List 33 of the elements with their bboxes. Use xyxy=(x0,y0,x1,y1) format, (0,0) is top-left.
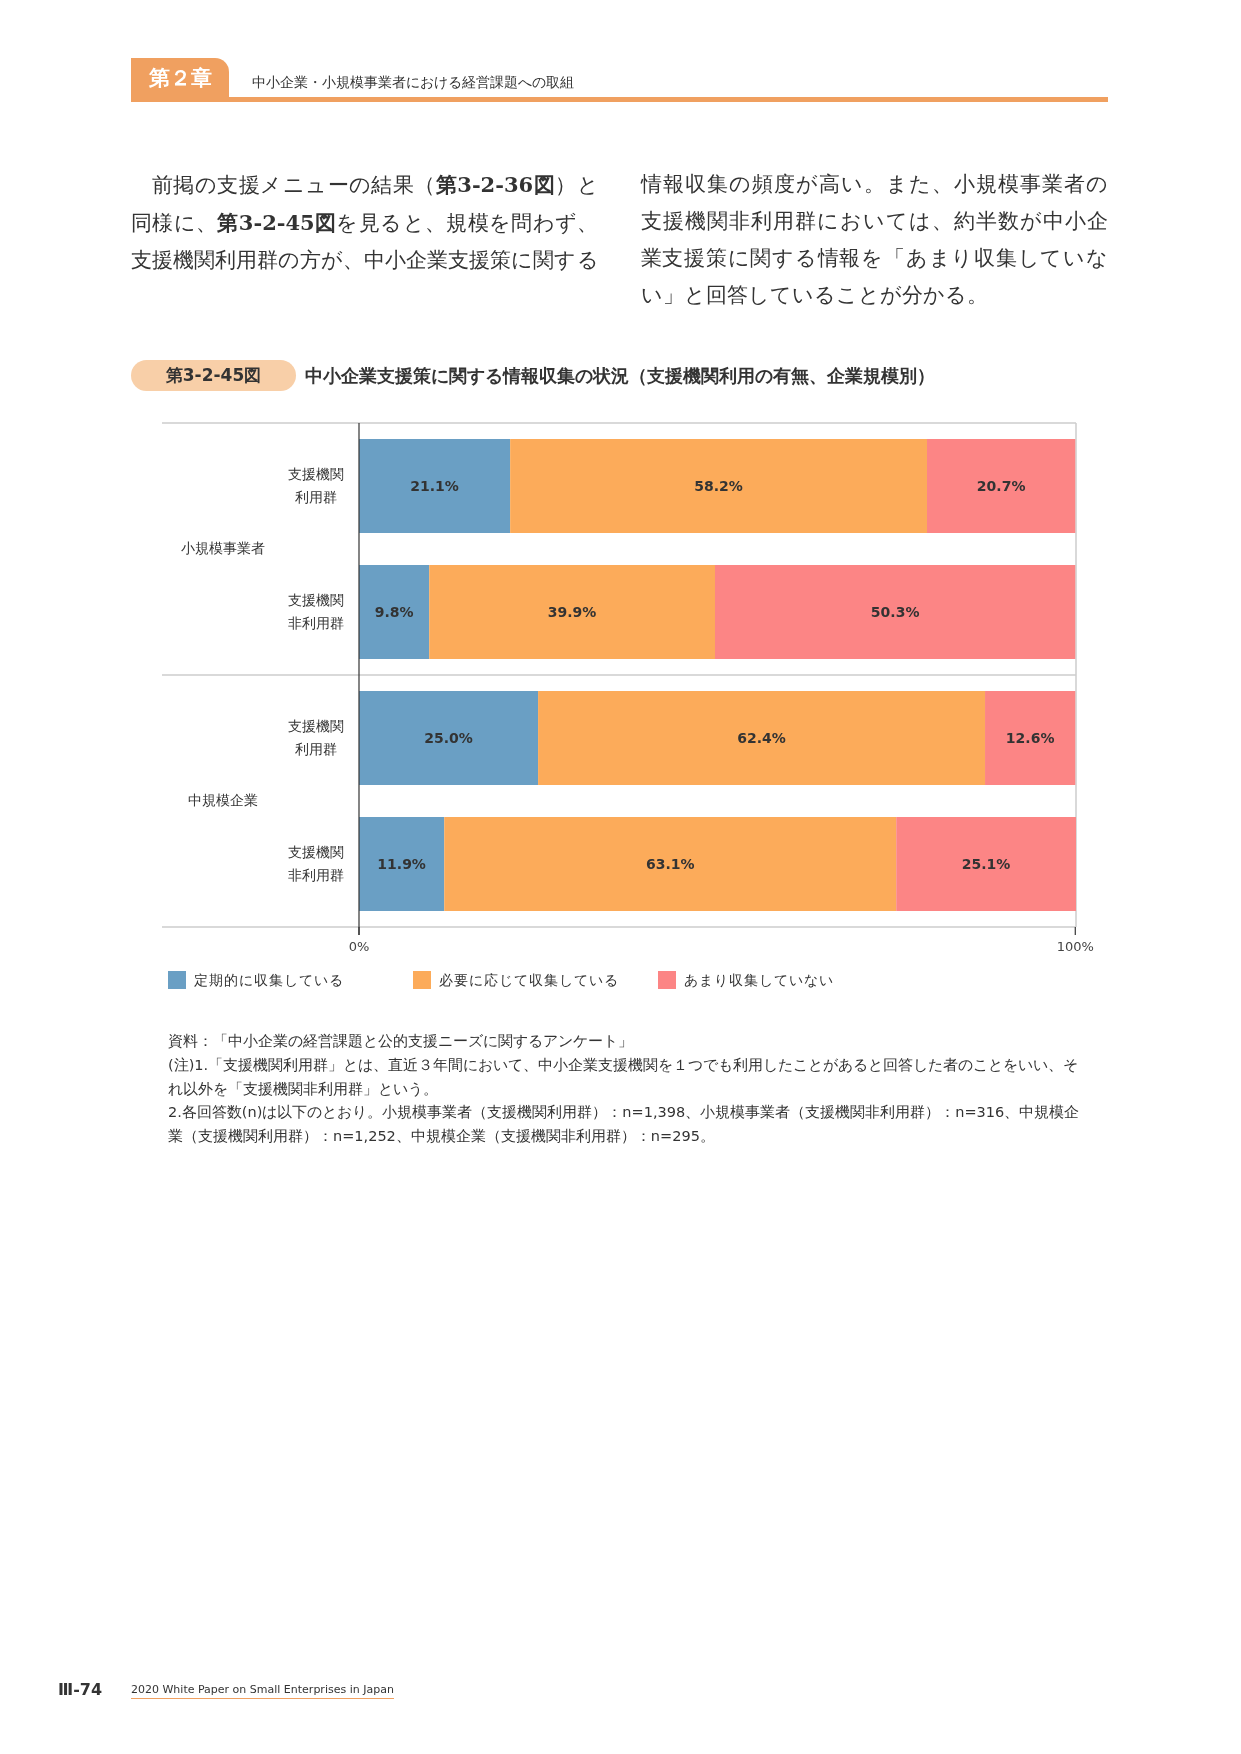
text: 第２章 xyxy=(131,58,229,98)
y-tick-label: 支援機関利用群 xyxy=(287,717,345,759)
text: 2020 White Paper on Small Enterprises in Japan xyxy=(131,1683,394,1699)
data-label: 50.3% xyxy=(870,604,920,620)
data-label: 62.4% xyxy=(737,730,786,746)
y-tick-label: 支援機関利用群 xyxy=(287,465,345,507)
text: 中規模企業 xyxy=(187,792,259,810)
text: (注)1.「支援機関利用群」とは、直近３年間において、中小企業支援機関を１つでも利用したことがあると回答した者のことをいい、それ以外を「支援機関非利用群」という。 xyxy=(168,1056,1080,1099)
x-tick-label: 0% xyxy=(348,939,370,954)
data-label: 58.2% xyxy=(694,478,743,494)
data-label: 11.9% xyxy=(377,856,426,872)
text: 中小企業・小規模事業者における経営課題への取組 xyxy=(252,74,574,92)
data-label: 9.8% xyxy=(374,604,414,620)
legend-label: あまり収集していない xyxy=(684,971,834,989)
y-tick-label: 支援機関非利用群 xyxy=(287,843,345,885)
legend-label: 定期的に収集している xyxy=(194,971,344,989)
data-label: 25.0% xyxy=(424,730,473,746)
data-label: 63.1% xyxy=(645,856,695,872)
text: 2.各回答数(n)は以下のとおり。小規模事業者（支援機関利用群）：n=1,398、小規模事業者（支援機関非利用群）：n=316、中規模企業（支援機関利用群）：n=1,252、中規模企業（支援機関非利用群）：n=295。 xyxy=(168,1103,1080,1146)
text: 第3-2-45図 xyxy=(131,360,296,391)
chart-title: 中小企業支援策に関する情報収集の状況（支援機関利用の有無、企業規模別） xyxy=(305,364,935,388)
text: 前掲の支援メニューの結果（第3-2-36図）と同様に、第3-2-45図を見ると、規模を問わず、支援機関利用群の方が、中小企業支援策に関する情報収集の頻度が高い。また、小規模事業者の支援機関非利用群においては、約半数が中小企業支援策に関する情報を「あまり収集していない」と回答していることが分かる。 xyxy=(131,172,1108,307)
data-label: 39.9% xyxy=(547,604,597,620)
data-label: 20.7% xyxy=(976,478,1026,494)
text: 資料：「中小企業の経営課題と公的支援ニーズに関するアンケート」 xyxy=(168,1032,634,1051)
text: Ⅲ-74 xyxy=(58,1680,103,1699)
x-tick-label: 100% xyxy=(1056,939,1094,954)
data-label: 21.1% xyxy=(410,478,459,494)
text: 小規模事業者 xyxy=(180,540,266,558)
data-label: 12.6% xyxy=(1005,730,1055,746)
data-label: 25.1% xyxy=(961,856,1011,872)
legend-label: 必要に応じて収集している xyxy=(439,971,619,989)
y-tick-label: 支援機関非利用群 xyxy=(287,591,345,633)
